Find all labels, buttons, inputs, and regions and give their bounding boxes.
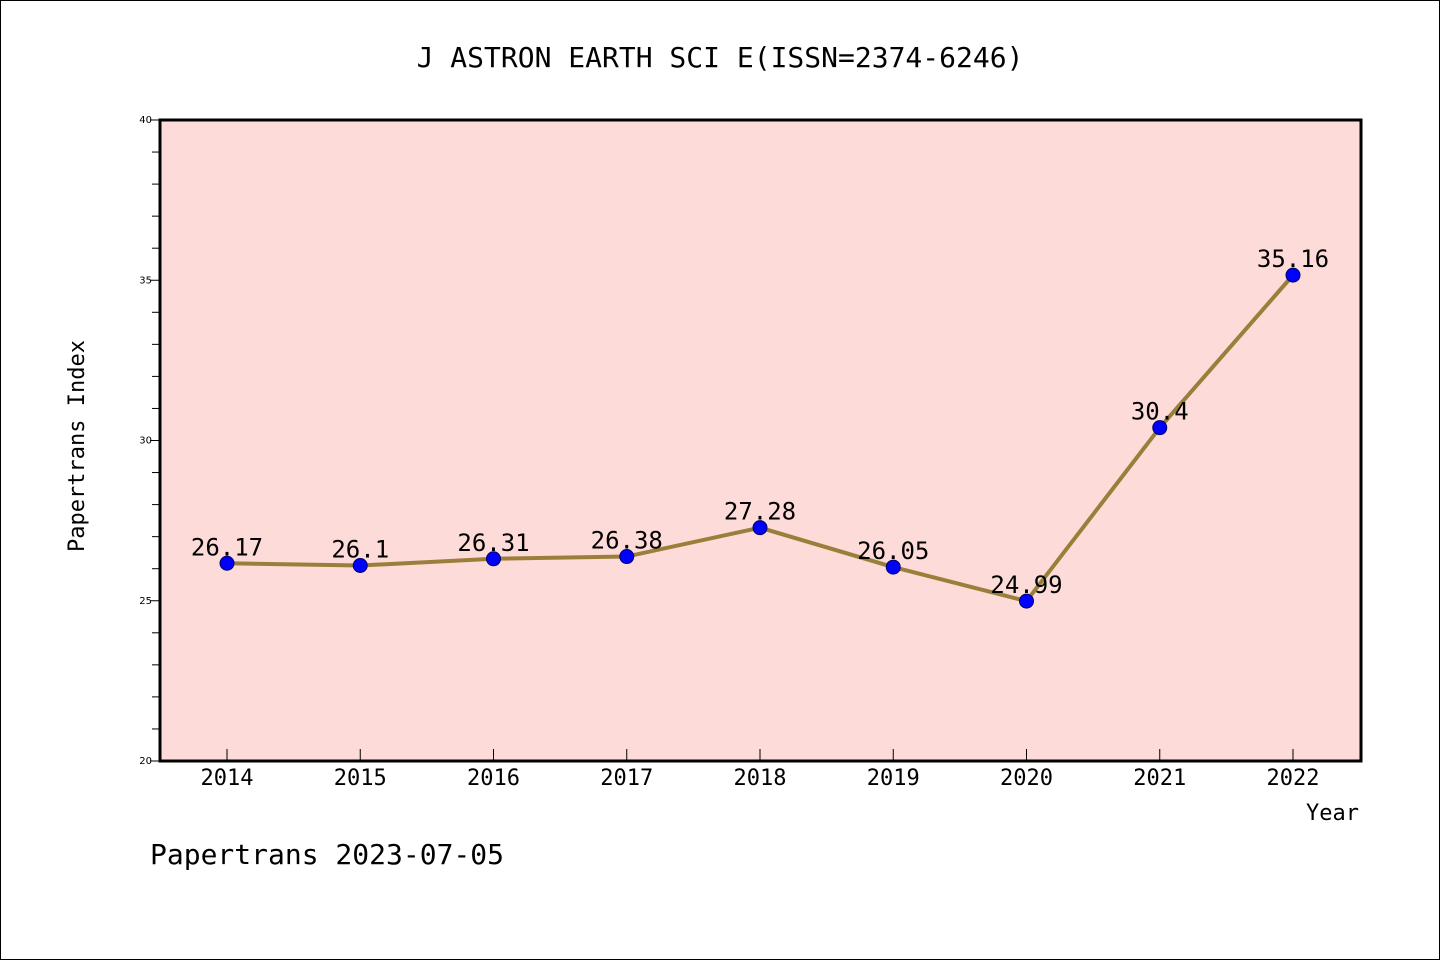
data-label: 24.99: [990, 571, 1062, 599]
x-tick-label: 2021: [1133, 766, 1186, 791]
x-tick-label: 2018: [734, 766, 787, 791]
data-markers: [219, 267, 1301, 609]
y-tick-label: 30: [139, 436, 152, 447]
data-point: [219, 555, 235, 571]
data-point: [486, 551, 501, 567]
x-tick-label: 2022: [1267, 766, 1320, 791]
data-point: [885, 559, 901, 575]
data-labels: 26.17 26.1 26.31 26.38 27.28 26.05 24.99 30.4 35…: [191, 245, 1329, 599]
data-point: [1285, 267, 1301, 283]
data-label: 30.4: [1131, 398, 1189, 426]
chart-title: J ASTRON EARTH SCI E(ISSN=2374-6246): [417, 41, 1024, 74]
y-tick-labels: 20 25 30 35 40: [139, 115, 152, 767]
x-ticks: [226, 749, 1294, 761]
x-axis-label: Year: [1306, 801, 1359, 826]
data-point: [619, 549, 635, 565]
x-tick-label: 2014: [201, 766, 254, 791]
footer-date: Papertrans 2023-07-05: [150, 838, 504, 871]
y-tick-label: 20: [139, 756, 152, 767]
data-point: [1019, 593, 1034, 609]
data-label: 26.05: [857, 537, 929, 565]
x-tick-label: 2017: [600, 766, 653, 791]
data-label: 26.1: [331, 535, 389, 563]
y-tick-label: 40: [139, 115, 152, 126]
data-point: [752, 520, 768, 536]
y-axis-label: Papertrans Index: [65, 340, 90, 552]
y-tick-label: 35: [139, 275, 152, 286]
x-tick-label: 2019: [867, 766, 920, 791]
data-label: 26.17: [191, 533, 263, 561]
data-label: 26.31: [457, 529, 529, 557]
data-label: 26.38: [591, 527, 663, 555]
plot-border: [158, 118, 1363, 763]
data-label: 27.28: [724, 498, 796, 526]
x-tick-label: 2020: [1000, 766, 1053, 791]
x-tick-label: 2015: [334, 766, 387, 791]
x-tick-labels: 2014 2015 2016 2017 2018 2019 2020 2021 2022: [201, 766, 1320, 791]
data-point: [1152, 420, 1168, 436]
plot-area: [160, 120, 1361, 761]
data-point: [352, 557, 368, 573]
x-tick-label: 2016: [467, 766, 520, 791]
y-tick-label: 25: [139, 596, 152, 607]
data-label: 35.16: [1257, 245, 1329, 273]
